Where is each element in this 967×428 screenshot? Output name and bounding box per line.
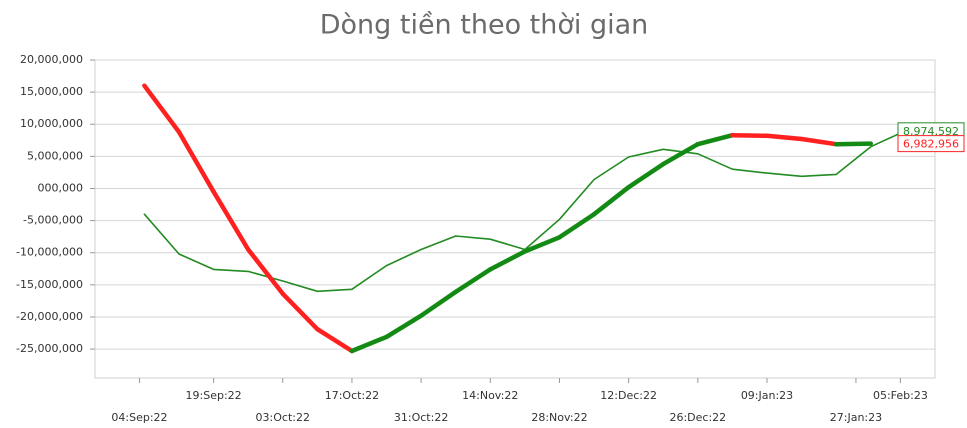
y-tick-label: 20,000,000 bbox=[20, 53, 83, 66]
y-tick-label: 10,000,000 bbox=[20, 117, 83, 130]
falling-segment bbox=[176, 129, 216, 194]
y-tick-label: -5,000,000 bbox=[23, 214, 83, 227]
chart-title: Dòng tiền theo thời gian bbox=[320, 10, 649, 41]
x-tick-label: 09:Jan:23 bbox=[741, 389, 793, 402]
y-tick-label: -20,000,000 bbox=[16, 310, 83, 323]
x-tick-label: 27:Jan:23 bbox=[830, 411, 882, 424]
y-tick-label: -10,000,000 bbox=[16, 246, 83, 259]
rising-segment bbox=[453, 267, 493, 295]
y-tick-label: 15,000,000 bbox=[20, 85, 83, 98]
x-tick-label: 31:Oct:22 bbox=[394, 411, 448, 424]
falling-segment bbox=[315, 326, 355, 354]
x-tick-label: 28:Nov:22 bbox=[531, 411, 587, 424]
x-tick-label: 19:Sep:22 bbox=[186, 389, 242, 402]
y-tick-label: 5,000,000 bbox=[27, 149, 83, 162]
series-line bbox=[143, 130, 907, 293]
value-label-box bbox=[897, 135, 965, 153]
x-tick-label: 12:Dec:22 bbox=[600, 389, 657, 402]
falling-segment bbox=[280, 291, 320, 332]
falling-segment bbox=[730, 132, 770, 139]
rising-segment bbox=[591, 184, 631, 217]
falling-segment bbox=[211, 189, 251, 252]
value-label: 6,982,956 bbox=[903, 138, 959, 151]
rising-segment bbox=[557, 211, 597, 240]
falling-segment bbox=[245, 247, 286, 297]
y-tick-label: -15,000,000 bbox=[16, 278, 83, 291]
falling-segment bbox=[799, 136, 839, 147]
value-label: 8,974,592 bbox=[903, 125, 959, 138]
rising-segment bbox=[418, 289, 458, 318]
x-tick-label: 17:Oct:22 bbox=[325, 389, 379, 402]
rising-segment bbox=[660, 141, 701, 167]
rising-segment bbox=[522, 235, 562, 254]
x-tick-label: 03:Oct:22 bbox=[256, 411, 310, 424]
rising-segment bbox=[626, 161, 666, 190]
y-tick-label: -25,000,000 bbox=[16, 342, 83, 355]
x-tick-label: 05:Feb:23 bbox=[873, 389, 928, 402]
rising-segment bbox=[488, 249, 528, 272]
y-tick-label: 000,000 bbox=[38, 181, 84, 194]
x-tick-label: 26:Dec:22 bbox=[669, 411, 726, 424]
rising-segment bbox=[695, 132, 735, 147]
falling-segment bbox=[142, 83, 182, 135]
falling-segment bbox=[764, 133, 804, 142]
plot-area bbox=[94, 59, 936, 379]
x-tick-label: 14:Nov:22 bbox=[462, 389, 518, 402]
rising-segment bbox=[833, 141, 874, 147]
rising-segment bbox=[384, 313, 424, 340]
x-tick-label: 04:Sep:22 bbox=[111, 411, 167, 424]
rising-segment bbox=[349, 334, 389, 354]
